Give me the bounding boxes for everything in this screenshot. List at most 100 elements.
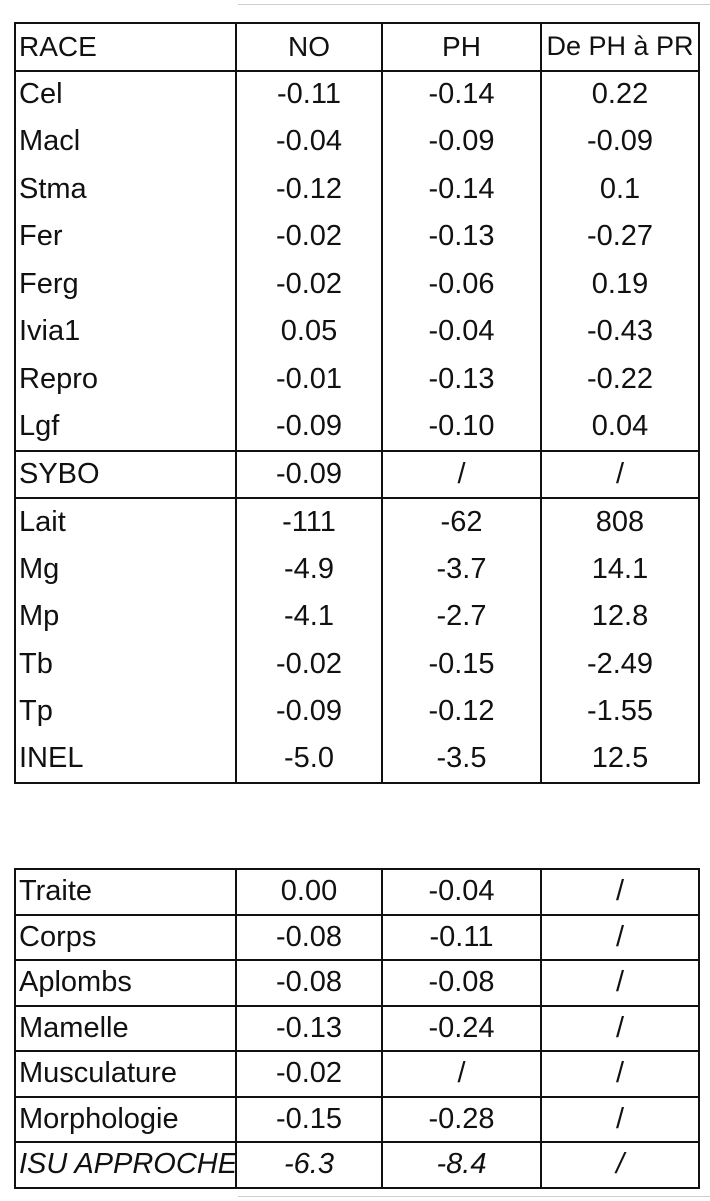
cell-ph: -0.13 — [381, 355, 542, 403]
cell-de-ph-a-pr: 0.1 — [540, 165, 700, 213]
table-row: Musculature -0.02// — [14, 1050, 700, 1098]
cell-label: Musculature — [14, 1050, 237, 1098]
cell-de-ph-a-pr: / — [540, 449, 700, 499]
cell-ph: -0.14 — [381, 69, 542, 118]
cell-ph: / — [381, 1050, 542, 1098]
cell-no: -0.02 — [235, 260, 383, 308]
table-row: Tb -0.02 -0.15 -2.49 — [14, 640, 700, 688]
cell-de-ph-a-pr: -0.09 — [540, 118, 700, 166]
cell-no: -4.1 — [235, 593, 383, 641]
cell-ph: -62 — [381, 497, 542, 546]
table-total-row: ISU APPROCHE -6.3 -8.4/ — [14, 1141, 700, 1189]
cell-de-ph-a-pr: -0.43 — [540, 308, 700, 356]
cell-label: Tb — [14, 640, 237, 688]
cell-label: Cel — [14, 69, 237, 118]
table-row: Lait -111 -62 808 — [14, 497, 700, 546]
cell-no: -0.01 — [235, 355, 383, 403]
table-row: Ivia1 0.05 -0.04 -0.43 — [14, 308, 700, 356]
cell-label: Traite — [14, 868, 237, 916]
table-row: Mg -4.9 -3.7 14.1 — [14, 545, 700, 593]
table-row: Aplombs -0.08 -0.08/ — [14, 959, 700, 1007]
cell-no: -5.0 — [235, 735, 383, 784]
cell-de-ph-a-pr: 0.04 — [540, 403, 700, 452]
cell-label: Lait — [14, 497, 237, 546]
morphology-table: Traite 0.00 -0.04/Corps -0.08 -0.11/Aplombs -… — [14, 868, 700, 1189]
cell-label: Macl — [14, 118, 237, 166]
table-row: Fer -0.02 -0.13 -0.27 — [14, 213, 700, 261]
table-row: Corps -0.08 -0.11/ — [14, 913, 700, 961]
table-row: SYBO -0.09// — [14, 449, 700, 499]
cell-de-ph-a-pr: / — [540, 868, 700, 916]
cell-no: -0.02 — [235, 640, 383, 688]
cell-label: Ivia1 — [14, 308, 237, 356]
cell-de-ph-a-pr: 808 — [540, 497, 700, 546]
cell-ph: -2.7 — [381, 593, 542, 641]
cell-no: -0.09 — [235, 449, 383, 499]
cell-no: -0.13 — [235, 1004, 383, 1052]
table-row: Macl -0.04 -0.09 -0.09 — [14, 118, 700, 166]
cell-no: -0.02 — [235, 213, 383, 261]
cell-de-ph-a-pr: 12.5 — [540, 735, 700, 784]
cell-no: -0.11 — [235, 69, 383, 118]
cell-label: Fer — [14, 213, 237, 261]
cell-de-ph-a-pr: 0.22 — [540, 69, 700, 118]
top-divider — [238, 0, 710, 5]
table-header-row: RACE NO PH De PH à PR — [14, 22, 700, 72]
cell-ph: -8.4 — [381, 1141, 542, 1189]
cell-de-ph-a-pr: -0.22 — [540, 355, 700, 403]
cell-ph: -0.10 — [381, 403, 542, 452]
cell-no: -0.15 — [235, 1095, 383, 1143]
cell-de-ph-a-pr: / — [540, 1095, 700, 1143]
cell-label: Corps — [14, 913, 237, 961]
cell-label: Mp — [14, 593, 237, 641]
cell-label: Mg — [14, 545, 237, 593]
cell-ph: -0.14 — [381, 165, 542, 213]
cell-ph: -0.04 — [381, 308, 542, 356]
genetic-index-table: RACE NO PH De PH à PR Cel -0.11 -0.14 0.22 Macl -… — [14, 22, 700, 784]
cell-label: SYBO — [14, 449, 237, 499]
cell-label: Aplombs — [14, 959, 237, 1007]
header-cell-ph: PH — [381, 22, 542, 72]
cell-ph: -0.15 — [381, 640, 542, 688]
table-row: Mp -4.1 -2.7 12.8 — [14, 593, 700, 641]
table-row: Lgf -0.09 -0.10 0.04 — [14, 403, 700, 452]
cell-ph: -0.04 — [381, 868, 542, 916]
cell-no: -0.02 — [235, 1050, 383, 1098]
cell-ph: -0.12 — [381, 688, 542, 736]
cell-label: Stma — [14, 165, 237, 213]
table-row: Repro -0.01 -0.13 -0.22 — [14, 355, 700, 403]
cell-ph: -0.11 — [381, 913, 542, 961]
cell-no: 0.00 — [235, 868, 383, 916]
table-row: Morphologie -0.15 -0.28/ — [14, 1095, 700, 1143]
cell-de-ph-a-pr: -1.55 — [540, 688, 700, 736]
cell-label: Lgf — [14, 403, 237, 452]
cell-no: 0.05 — [235, 308, 383, 356]
cell-de-ph-a-pr: 14.1 — [540, 545, 700, 593]
cell-no: -6.3 — [235, 1141, 383, 1189]
header-cell-de-ph-a-pr: De PH à PR — [540, 22, 700, 72]
table-row: Tp -0.09 -0.12 -1.55 — [14, 688, 700, 736]
cell-ph: -0.09 — [381, 118, 542, 166]
table-row: Cel -0.11 -0.14 0.22 — [14, 69, 700, 118]
cell-ph: -0.06 — [381, 260, 542, 308]
cell-de-ph-a-pr: 0.19 — [540, 260, 700, 308]
cell-ph: -3.7 — [381, 545, 542, 593]
table-row: Stma -0.12 -0.14 0.1 — [14, 165, 700, 213]
table-row: Ferg -0.02 -0.06 0.19 — [14, 260, 700, 308]
cell-no: -0.12 — [235, 165, 383, 213]
cell-de-ph-a-pr: / — [540, 959, 700, 1007]
cell-no: -4.9 — [235, 545, 383, 593]
cell-no: -0.08 — [235, 913, 383, 961]
cell-de-ph-a-pr: / — [540, 913, 700, 961]
cell-label: ISU APPROCHE — [14, 1141, 237, 1189]
cell-ph: -0.28 — [381, 1095, 542, 1143]
bottom-divider — [238, 1196, 710, 1201]
table-row: Mamelle -0.13 -0.24/ — [14, 1004, 700, 1052]
table-2-body: Traite 0.00 -0.04/Corps -0.08 -0.11/Aplombs -… — [14, 868, 700, 1189]
cell-de-ph-a-pr: 12.8 — [540, 593, 700, 641]
cell-label: Mamelle — [14, 1004, 237, 1052]
cell-de-ph-a-pr: / — [540, 1050, 700, 1098]
cell-label: Repro — [14, 355, 237, 403]
cell-ph: -0.13 — [381, 213, 542, 261]
cell-label: Tp — [14, 688, 237, 736]
